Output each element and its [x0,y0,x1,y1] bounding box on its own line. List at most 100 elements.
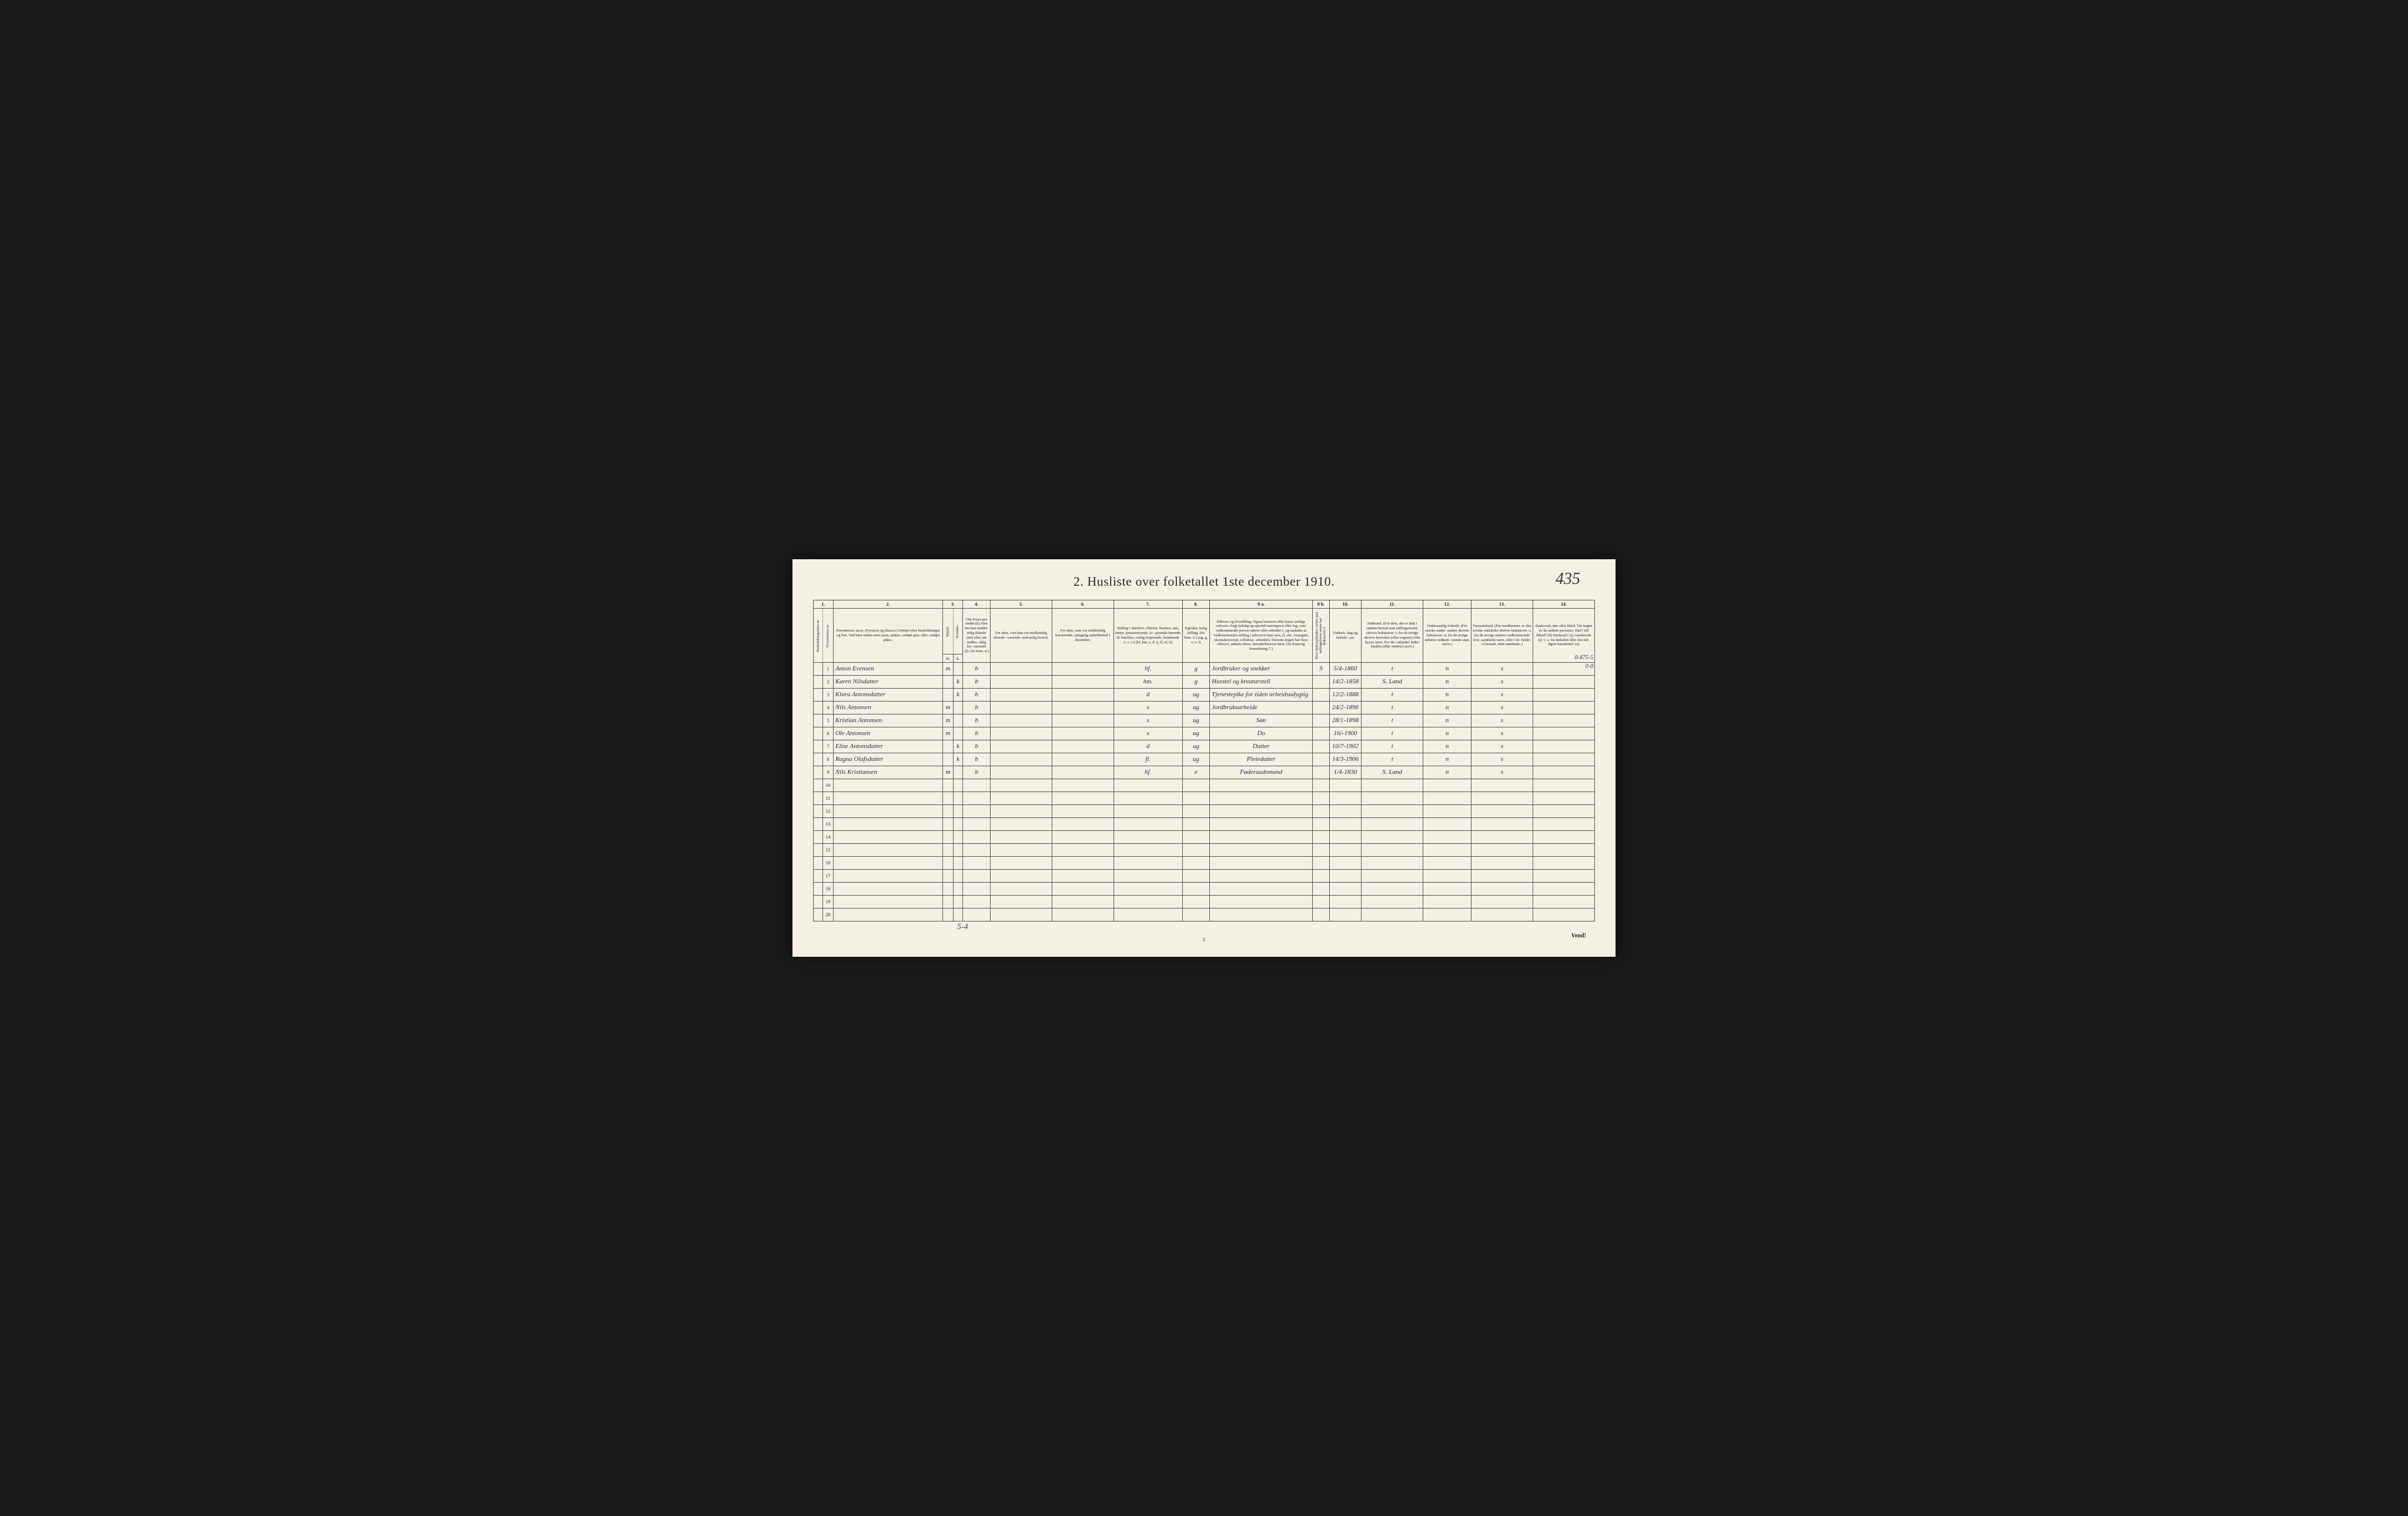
colnum-5: 5. [990,600,1052,609]
cell-c12 [1423,883,1471,896]
cell-c11 [1362,896,1423,909]
cell-sex-k [953,663,962,676]
cell-c12 [1423,779,1471,792]
table-row: 15 [814,844,1595,857]
cell-pers: 12 [823,805,833,818]
cell-c9a [1210,909,1313,921]
cell-c13: s [1471,676,1533,689]
cell-c14 [1533,870,1594,883]
cell-c8 [1182,844,1210,857]
cell-c14 [1533,792,1594,805]
cell-bosat [963,792,991,805]
cell-name [833,818,943,831]
cell-c12 [1423,870,1471,883]
cell-c10 [1329,779,1362,792]
cell-c6 [1052,844,1113,857]
cell-c8: g [1182,676,1210,689]
cell-hush [814,689,823,702]
cell-bosat: b [963,689,991,702]
cell-c9a: Do [1210,727,1313,740]
cell-c8 [1182,831,1210,844]
cell-c6 [1052,909,1113,921]
cell-c7: fl. [1113,753,1182,766]
cell-sex-k: k [953,676,962,689]
cell-sex-m [943,818,953,831]
cell-c7 [1113,909,1182,921]
cell-c10 [1329,896,1362,909]
cell-sex-k [953,779,962,792]
cell-hush [814,857,823,870]
cell-c9a [1210,779,1313,792]
cell-c13 [1471,857,1533,870]
cell-c9a: Føderaadsmand [1210,766,1313,779]
cell-c8 [1182,805,1210,818]
cell-sex-m [943,857,953,870]
header-col12: Undersaatlig forhold. (For norske under-… [1423,609,1471,663]
cell-c6 [1052,676,1113,689]
annotation-tally: 5-4 [957,923,968,932]
cell-c14 [1533,714,1594,727]
header-col5: For dem, som kun var midlertidig tilsted… [990,609,1052,663]
footer-vend: Vend! [1571,933,1586,939]
cell-c13 [1471,896,1533,909]
table-body: 1 Anton Evensen m b hf. g Jordbruker og … [814,663,1595,921]
cell-sex-m [943,909,953,921]
cell-c14 [1533,831,1594,844]
cell-c5 [990,896,1052,909]
cell-c12 [1423,831,1471,844]
cell-c7 [1113,831,1182,844]
cell-c6 [1052,753,1113,766]
cell-c9b [1313,714,1330,727]
cell-c5 [990,857,1052,870]
cell-c7: d [1113,740,1182,753]
cell-c11: t [1362,714,1423,727]
cell-c9a [1210,818,1313,831]
table-row: 1 Anton Evensen m b hf. g Jordbruker og … [814,663,1595,676]
table-row: 9 Nils Kristiansen m b hf. e Føderaadsma… [814,766,1595,779]
cell-c9a [1210,857,1313,870]
table-row: 13 [814,818,1595,831]
table-row: 6 Ole Antonsen m b s ug Do 16/-1900 t n … [814,727,1595,740]
cell-c6 [1052,779,1113,792]
cell-c13 [1471,779,1533,792]
cell-c9b [1313,805,1330,818]
cell-c7: s [1113,714,1182,727]
cell-c14 [1533,805,1594,818]
cell-c11: S. Land [1362,766,1423,779]
cell-c9a [1210,883,1313,896]
cell-c10: 1/4-1830 [1329,766,1362,779]
cell-c6 [1052,727,1113,740]
cell-hush [814,676,823,689]
cell-bosat [963,857,991,870]
cell-c11 [1362,805,1423,818]
cell-c10 [1329,883,1362,896]
cell-c5 [990,883,1052,896]
cell-c9b [1313,909,1330,921]
header-bosat: Om bosat paa stedet (b) eller om kun mid… [963,609,991,663]
cell-c8 [1182,870,1210,883]
cell-c5 [990,676,1052,689]
cell-c8 [1182,792,1210,805]
cell-c5 [990,792,1052,805]
cell-c9b [1313,689,1330,702]
cell-pers: 17 [823,870,833,883]
cell-name: Nils Kristiansen [833,766,943,779]
cell-hush [814,909,823,921]
cell-sex-k [953,831,962,844]
cell-name: Nils Antonsen [833,702,943,714]
cell-c9b [1313,727,1330,740]
colnum-9a: 9 a. [1210,600,1313,609]
cell-c13 [1471,909,1533,921]
cell-name [833,779,943,792]
cell-sex-m: m [943,714,953,727]
cell-sex-m [943,676,953,689]
cell-bosat: b [963,740,991,753]
cell-c9a: Tjenestepike for tiden arbeidsudygtig [1210,689,1313,702]
cell-c9b [1313,676,1330,689]
cell-c11 [1362,779,1423,792]
cell-c6 [1052,689,1113,702]
cell-c11 [1362,883,1423,896]
cell-c7: d [1113,689,1182,702]
cell-c5 [990,727,1052,740]
cell-hush [814,766,823,779]
